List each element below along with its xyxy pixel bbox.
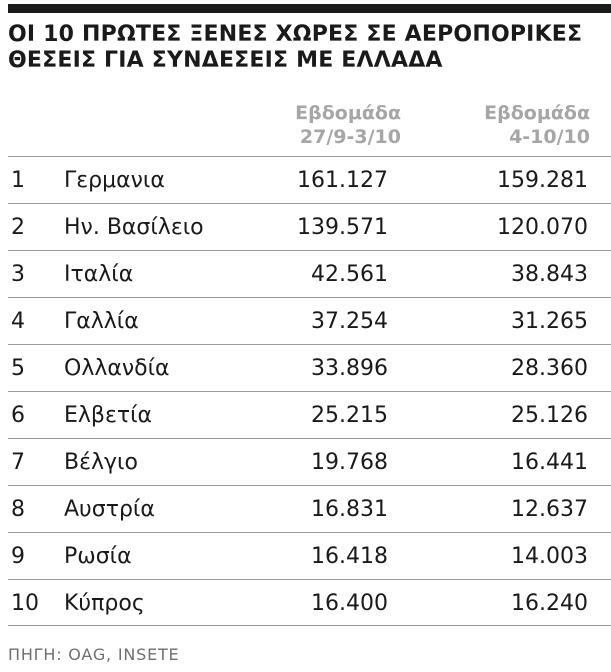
value-cell-week-2: 159.281 — [497, 168, 588, 193]
column-header-week-2-line-1: Εβδομάδα — [484, 102, 590, 124]
table-row: 8 Αυστρία 16.831 12.637 — [8, 485, 611, 532]
country-cell: Ελβετία — [64, 403, 153, 428]
value-cell-week-1: 161.127 — [297, 168, 388, 193]
table-row: 2 Ην. Βασίλειο 139.571 120.070 — [8, 203, 611, 250]
country-cell: Ιταλία — [64, 262, 134, 287]
chart-title-line-1: ΟΙ 10 ΠΡΩΤΕΣ ΞΕΝΕΣ ΧΩΡΕΣ ΣΕ ΑΕΡΟΠΟΡΙΚΕΣ — [8, 22, 583, 47]
rank-cell: 8 — [11, 497, 25, 522]
country-cell: Γερμανια — [64, 168, 165, 193]
country-cell: Αυστρία — [64, 497, 155, 522]
table-row: 9 Ρωσία 16.418 14.003 — [8, 532, 611, 579]
country-cell: Γαλλία — [64, 309, 139, 334]
value-cell-week-1: 42.561 — [311, 262, 388, 287]
column-header-week-2-line-2: 4-10/10 — [509, 126, 590, 148]
table-row: 7 Βέλγιο 19.768 16.441 — [8, 438, 611, 485]
rank-cell: 2 — [11, 215, 25, 240]
table-row: 6 Ελβετία 25.215 25.126 — [8, 391, 611, 438]
column-header-week-1-line-2: 27/9-3/10 — [299, 126, 401, 148]
table-row: 4 Γαλλία 37.254 31.265 — [8, 297, 611, 344]
country-cell: Ην. Βασίλειο — [64, 215, 204, 240]
value-cell-week-2: 31.265 — [511, 309, 588, 334]
country-cell: Βέλγιο — [64, 450, 138, 475]
table-row: 10 Κύπρος 16.400 16.240 — [8, 579, 611, 626]
value-cell-week-2: 16.240 — [511, 591, 588, 616]
column-header-week-1: Εβδομάδα 27/9-3/10 — [295, 101, 401, 149]
country-cell: Κύπρος — [64, 591, 145, 616]
column-header-week-1-line-1: Εβδομάδα — [295, 102, 401, 124]
rank-cell: 1 — [11, 168, 25, 193]
rank-cell: 4 — [11, 309, 25, 334]
table-row: 3 Ιταλία 42.561 38.843 — [8, 250, 611, 297]
value-cell-week-1: 25.215 — [311, 403, 388, 428]
rank-cell: 6 — [11, 403, 25, 428]
value-cell-week-1: 16.418 — [311, 544, 388, 569]
rank-cell: 9 — [11, 544, 25, 569]
chart-title: ΟΙ 10 ΠΡΩΤΕΣ ΞΕΝΕΣ ΧΩΡΕΣ ΣΕ ΑΕΡΟΠΟΡΙΚΕΣ … — [8, 22, 608, 74]
value-cell-week-1: 16.400 — [311, 591, 388, 616]
value-cell-week-2: 14.003 — [511, 544, 588, 569]
column-header-week-2: Εβδομάδα 4-10/10 — [484, 101, 590, 149]
chart-title-line-2: ΘΕΣΕΙΣ ΓΙΑ ΣΥΝΔΕΣΕΙΣ ΜΕ ΕΛΛΑΔΑ — [8, 48, 443, 73]
value-cell-week-2: 120.070 — [497, 215, 588, 240]
top-rule — [8, 4, 611, 13]
rank-cell: 5 — [11, 356, 25, 381]
value-cell-week-1: 139.571 — [297, 215, 388, 240]
value-cell-week-1: 16.831 — [311, 497, 388, 522]
value-cell-week-2: 38.843 — [511, 262, 588, 287]
country-cell: Ολλανδία — [64, 356, 170, 381]
value-cell-week-2: 12.637 — [511, 497, 588, 522]
data-table: 1 Γερμανια 161.127 159.281 2 Ην. Βασίλει… — [8, 156, 611, 626]
value-cell-week-2: 16.441 — [511, 450, 588, 475]
country-cell: Ρωσία — [64, 544, 132, 569]
rank-cell: 3 — [11, 262, 25, 287]
source-note: ΠΗΓΗ: OAG, INSETE — [8, 645, 180, 664]
value-cell-week-2: 25.126 — [511, 403, 588, 428]
value-cell-week-2: 28.360 — [511, 356, 588, 381]
rank-cell: 7 — [11, 450, 25, 475]
table-row: 1 Γερμανια 161.127 159.281 — [8, 156, 611, 203]
value-cell-week-1: 33.896 — [311, 356, 388, 381]
value-cell-week-1: 19.768 — [311, 450, 388, 475]
value-cell-week-1: 37.254 — [311, 309, 388, 334]
rank-cell: 10 — [11, 591, 39, 616]
table-row: 5 Ολλανδία 33.896 28.360 — [8, 344, 611, 391]
